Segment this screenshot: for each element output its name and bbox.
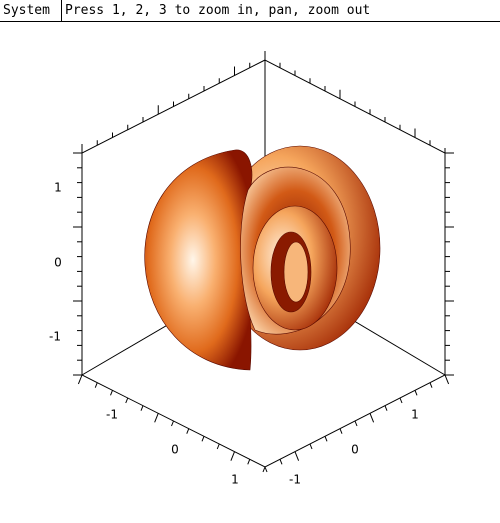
tick	[125, 397, 129, 404]
tick	[309, 443, 313, 450]
tick	[201, 436, 205, 442]
tick	[414, 390, 418, 396]
tick	[444, 374, 450, 385]
tick-label: 0	[54, 256, 62, 270]
tick	[369, 413, 375, 423]
tick	[354, 420, 358, 427]
tick	[247, 459, 251, 465]
toolbar: System Press 1, 2, 3 to zoom in, pan, zo…	[0, 0, 500, 22]
tick	[399, 397, 403, 404]
tick-label: -1	[106, 408, 118, 422]
tick	[384, 405, 388, 411]
plot-3d: 1 0 -1 -1 0 1 1 0 -1	[49, 51, 454, 487]
tick	[294, 451, 300, 461]
tick	[171, 420, 174, 427]
tick	[216, 443, 220, 450]
tick	[262, 466, 266, 473]
tick	[339, 428, 343, 434]
tick	[279, 459, 283, 465]
hint-text: Press 1, 2, 3 to zoom in, pan, zoom out	[65, 3, 371, 18]
system-menu[interactable]: System	[0, 0, 62, 21]
tick	[154, 413, 159, 423]
tick	[230, 451, 235, 461]
tick	[140, 405, 144, 411]
tick	[94, 382, 98, 388]
tick	[110, 390, 113, 396]
tick-label: 1	[54, 181, 62, 195]
tick-label: -1	[49, 330, 61, 344]
tick	[429, 382, 433, 388]
tick-label: 0	[351, 443, 359, 457]
tick	[77, 374, 83, 385]
tick-label: -1	[289, 473, 301, 487]
tick	[264, 466, 268, 473]
surface	[144, 145, 381, 371]
tick	[324, 436, 328, 442]
tick-marks	[73, 51, 454, 473]
tick-label: 0	[171, 443, 179, 457]
tick-label: 1	[411, 408, 419, 422]
tick-label: 1	[231, 473, 239, 487]
tick	[186, 428, 190, 434]
